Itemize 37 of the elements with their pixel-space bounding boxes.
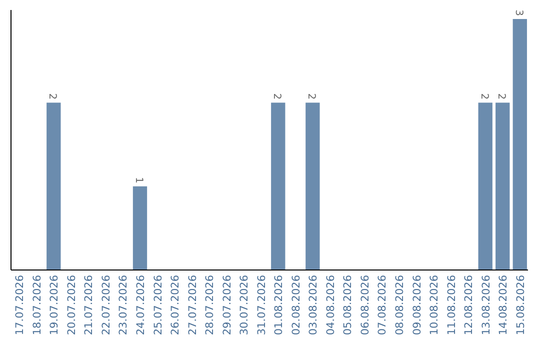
x-tick-label: 21.07.2026 [83,274,96,336]
data-label: 2 [306,93,317,100]
data-label: 1 [132,176,144,184]
x-tick-label: 17.07.2026 [14,274,26,336]
x-tick-label: 18.07.2026 [31,274,44,336]
x-tick-label: 25.07.2026 [152,274,164,336]
x-tick-label: 12.08.2026 [463,274,476,336]
x-tick-label: 28.07.2026 [204,274,216,336]
x-tick-label: 05.08.2026 [342,274,354,336]
x-tick-label: 26.07.2026 [170,274,182,336]
x-tick-label: 06.08.2026 [359,274,372,336]
x-tick-label: 24.07.2026 [134,274,147,336]
data-label: 2 [46,93,58,100]
x-tick-label: 29.07.2026 [221,274,234,336]
data-label: 2 [271,93,282,100]
x-tick-label: 15.08.2026 [514,274,527,336]
data-label: 3 [512,10,524,16]
x-tick-label: 27.07.2026 [186,274,199,336]
x-tick-label: 07.08.2026 [376,274,389,336]
x-tick-label: 04.08.2026 [324,274,337,336]
x-tick-label: 23.07.2026 [118,274,130,336]
x-tick-label: 22.07.2026 [100,274,112,336]
x-tick-label: 31.07.2026 [256,274,268,336]
x-tick-label: 30.07.2026 [238,274,251,336]
x-tick-label: 13.08.2026 [480,274,492,336]
x-tick-label: 10.08.2026 [428,274,441,336]
x-tick-label: 14.08.2026 [498,274,510,336]
x-tick-label: 11.08.2026 [446,274,458,336]
x-tick-label: 20.07.2026 [66,274,78,336]
x-tick-label: 01.08.2026 [273,274,286,336]
data-label: 2 [478,93,490,100]
data-label: 2 [496,93,507,100]
x-tick-label: 03.08.2026 [308,274,320,336]
x-tick-label: 08.08.2026 [394,274,406,336]
x-tick-label: 02.08.2026 [290,274,302,336]
x-tick-label: 19.07.2026 [48,274,61,336]
x-tick-label: 09.08.2026 [411,274,424,336]
